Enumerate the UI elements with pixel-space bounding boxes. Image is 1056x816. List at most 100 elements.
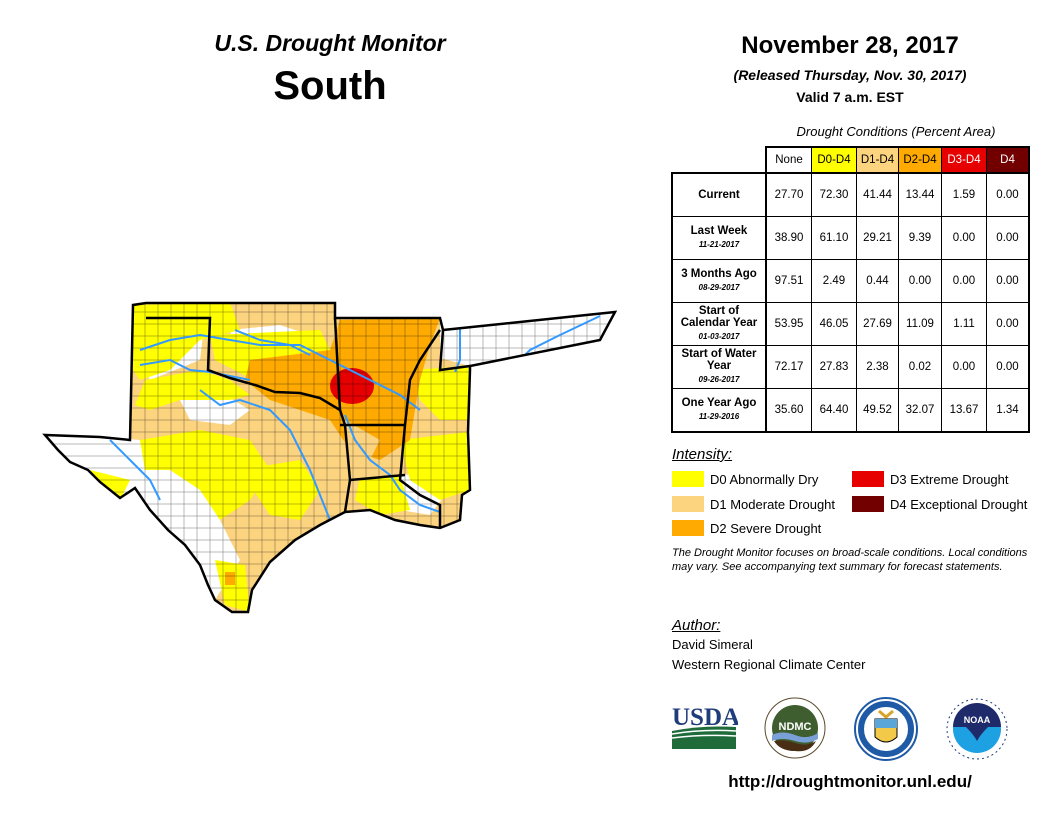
table-row: One Year Ago 11-29-2016 35.60 64.40 49.52 32.…	[671, 388, 1030, 433]
row-label-text: Last Week	[690, 225, 748, 237]
row-date: 08-29-2017	[698, 283, 740, 292]
legend-title: Intensity:	[672, 446, 733, 463]
legend-label-d1: D1 Moderate Drought	[710, 496, 836, 512]
doc-seal-logo	[854, 697, 918, 761]
header-blank-cell	[672, 147, 767, 173]
value-cell: 0.00	[941, 345, 987, 389]
value-cell: 0.00	[986, 172, 1030, 217]
table-row: 3 Months Ago 08-29-2017 97.51 2.49 0.44 0.00 0…	[671, 259, 1030, 303]
value-cell: 0.00	[986, 216, 1030, 260]
row-label: Start of Calendar Year 01-03-2017	[671, 302, 767, 346]
row-date: 09-26-2017	[698, 375, 740, 384]
col-header-d2-d4: D2-D4	[898, 146, 942, 174]
legend-swatch-d2	[672, 520, 704, 536]
value-cell: 1.11	[941, 302, 987, 346]
value-cell: 27.83	[811, 345, 857, 389]
legend-label-d3: D3 Extreme Drought	[890, 471, 1009, 487]
row-label-text: Current	[698, 189, 740, 201]
row-label-text: One Year Ago	[681, 397, 757, 409]
value-cell: 0.00	[986, 345, 1030, 389]
table-row: Start of Calendar Year 01-03-2017 53.95 46.…	[671, 302, 1030, 346]
value-cell: 27.70	[765, 172, 812, 217]
row-label: Last Week 11-21-2017	[671, 216, 767, 260]
website-url[interactable]: http://droughtmonitor.unl.edu/	[728, 772, 972, 791]
value-cell: 2.38	[856, 345, 899, 389]
legend-swatch-d4	[852, 496, 884, 512]
row-date: 11-21-2017	[698, 240, 740, 249]
col-header-none: None	[765, 146, 812, 174]
col-header-d3-d4: D3-D4	[941, 146, 987, 174]
value-cell: 0.00	[898, 259, 942, 303]
ndmc-logo: NDMC	[764, 697, 826, 759]
drought-map	[42, 301, 618, 614]
svg-text:USDA: USDA	[672, 704, 738, 731]
value-cell: 9.39	[898, 216, 942, 260]
svg-text:NDMC: NDMC	[779, 721, 812, 733]
svg-text:NOAA: NOAA	[964, 715, 991, 725]
drought-conditions-table: None D0-D4 D1-D4 D2-D4 D3-D4 D4 Current 2…	[671, 146, 1030, 433]
table-row: Last Week 11-21-2017 38.90 61.10 29.21 9.39 0.…	[671, 216, 1030, 260]
legend-item-d4: D4 Exceptional Drought	[852, 496, 1027, 512]
value-cell: 1.34	[986, 388, 1030, 433]
table-row: Start of Water Year 09-26-2017 72.17 27.83 2…	[671, 345, 1030, 389]
row-date: 11-29-2016	[698, 412, 740, 421]
legend-swatch-d3	[852, 471, 884, 487]
author-heading: Author:	[672, 617, 721, 634]
noaa-logo: NOAA	[946, 698, 1008, 760]
legend-label-d0: D0 Abnormally Dry	[710, 471, 819, 487]
legend-item-d2: D2 Severe Drought	[672, 520, 821, 536]
row-label-text: 3 Months Ago	[681, 268, 757, 280]
main-title: U.S. Drought Monitor	[214, 30, 446, 56]
value-cell: 61.10	[811, 216, 857, 260]
release-date: (Released Thursday, Nov. 30, 2017)	[733, 67, 967, 83]
col-header-d4: D4	[986, 146, 1030, 174]
state-borders	[42, 301, 618, 614]
region-title: South	[273, 64, 387, 108]
row-label: Start of Water Year 09-26-2017	[671, 345, 767, 389]
value-cell: 0.00	[941, 259, 987, 303]
table-header-row: None D0-D4 D1-D4 D2-D4 D3-D4 D4	[672, 146, 1030, 174]
usda-logo: USDA	[672, 704, 738, 749]
value-cell: 0.00	[986, 259, 1030, 303]
value-cell: 29.21	[856, 216, 899, 260]
value-cell: 1.59	[941, 172, 987, 217]
value-cell: 13.67	[941, 388, 987, 433]
map-date: November 28, 2017	[741, 32, 959, 59]
value-cell: 13.44	[898, 172, 942, 217]
value-cell: 27.69	[856, 302, 899, 346]
value-cell: 49.52	[856, 388, 899, 433]
author-name: David Simeral	[672, 637, 753, 652]
disclaimer-text: The Drought Monitor focuses on broad-sca…	[672, 547, 1028, 573]
value-cell: 97.51	[765, 259, 812, 303]
row-label-text: Start of Calendar Year	[680, 305, 758, 329]
legend-item-d0: D0 Abnormally Dry	[672, 471, 818, 487]
legend-label-d2: D2 Severe Drought	[710, 520, 822, 536]
legend-swatch-d1	[672, 496, 704, 512]
value-cell: 0.02	[898, 345, 942, 389]
row-date: 01-03-2017	[698, 332, 740, 341]
legend-item-d1: D1 Moderate Drought	[672, 496, 835, 512]
value-cell: 72.17	[765, 345, 812, 389]
value-cell: 53.95	[765, 302, 812, 346]
value-cell: 32.07	[898, 388, 942, 433]
value-cell: 41.44	[856, 172, 899, 217]
value-cell: 2.49	[811, 259, 857, 303]
row-label: 3 Months Ago 08-29-2017	[671, 259, 767, 303]
value-cell: 0.00	[941, 216, 987, 260]
valid-time: Valid 7 a.m. EST	[796, 89, 904, 105]
legend-swatch-d0	[672, 471, 704, 487]
col-header-d1-d4: D1-D4	[856, 146, 899, 174]
value-cell: 11.09	[898, 302, 942, 346]
row-label: Current	[671, 172, 767, 217]
value-cell: 0.00	[986, 302, 1030, 346]
table-caption: Drought Conditions (Percent Area)	[796, 124, 996, 139]
value-cell: 0.44	[856, 259, 899, 303]
row-label-text: Start of Water Year	[681, 348, 757, 372]
value-cell: 72.30	[811, 172, 857, 217]
col-header-d0-d4: D0-D4	[811, 146, 857, 174]
value-cell: 35.60	[765, 388, 812, 433]
table-row: Current 27.70 72.30 41.44 13.44 1.59 0.00	[671, 172, 1030, 217]
value-cell: 38.90	[765, 216, 812, 260]
value-cell: 46.05	[811, 302, 857, 346]
legend-label-d4: D4 Exceptional Drought	[890, 496, 1028, 512]
